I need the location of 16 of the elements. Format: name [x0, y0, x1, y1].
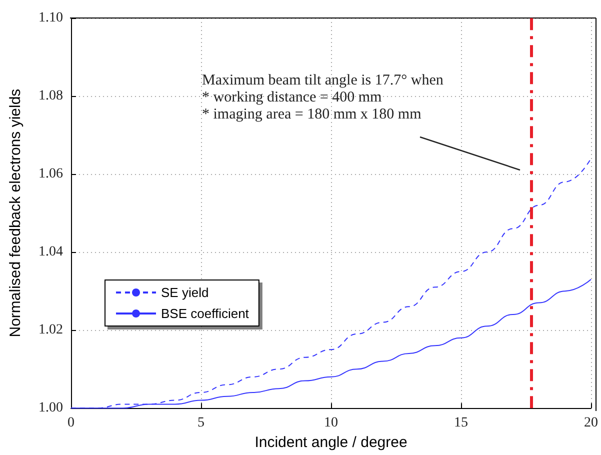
y-tick-label: 1.04: [38, 244, 63, 260]
x-tick-label: 10: [324, 416, 338, 431]
y-tick-label: 1.10: [38, 10, 63, 26]
y-tick-label: 1.08: [38, 88, 63, 104]
legend-label: SE yield: [161, 285, 209, 300]
x-tick-label: 15: [454, 416, 468, 431]
y-axis-title: Normalised feedback electrons yields: [7, 88, 24, 338]
legend-label: BSE coefficient: [161, 306, 250, 321]
annotation: Maximum beam tilt angle is 17.7° when * working distance = 400 mm * imaging area = 180 mm x 180 mm: [202, 72, 444, 122]
x-tick-label: 5: [198, 416, 204, 431]
x-axis-title: Incident angle / degree: [254, 434, 408, 451]
y-tick-label: 1.06: [38, 166, 63, 182]
y-tick-label: 1.02: [38, 322, 63, 338]
x-tick-label: 20: [584, 416, 598, 431]
y-tick-label: 1.00: [38, 400, 63, 416]
x-tick-label: 0: [68, 416, 74, 431]
